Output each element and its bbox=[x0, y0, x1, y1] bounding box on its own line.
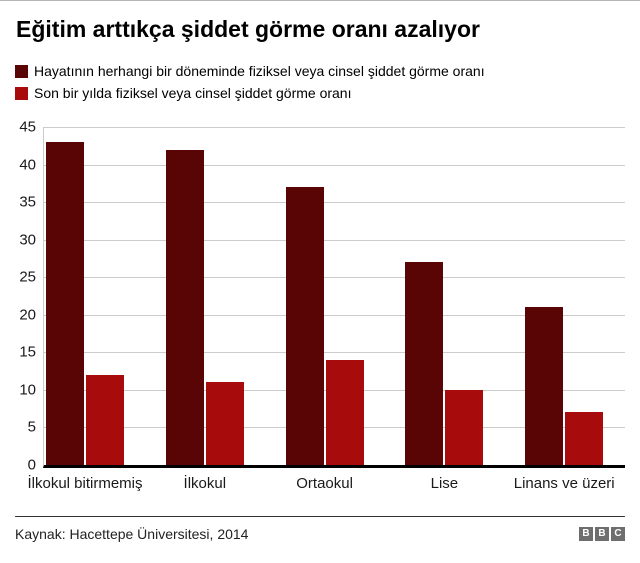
plot-area: İlkokul bitirmemiş İlkokul Ortaokul Lise Lin… bbox=[27, 127, 625, 492]
gridline bbox=[44, 314, 625, 316]
bar-chart: 0 5 10 15 20 25 30 35 40 45 İlkokul bitirmemiş İlk… bbox=[15, 120, 625, 492]
bbc-logo: B B C bbox=[579, 527, 625, 541]
x-axis-label: Ortaokul bbox=[296, 475, 353, 492]
y-tick-label: 5 bbox=[27, 418, 36, 436]
legend-swatch-red bbox=[15, 86, 28, 100]
bar-group bbox=[525, 307, 604, 465]
bar-lastyear bbox=[565, 412, 604, 465]
legend-label-lifetime: Hayatının herhangi bir döneminde fizikse… bbox=[34, 63, 485, 79]
bar-group bbox=[405, 262, 484, 465]
gridline bbox=[44, 239, 625, 241]
bar-lifetime bbox=[285, 187, 324, 465]
bar-group bbox=[46, 142, 124, 465]
bar-lastyear bbox=[325, 359, 364, 465]
bbc-logo-block-b1: B bbox=[579, 527, 593, 541]
y-tick-label: 30 bbox=[19, 231, 36, 249]
y-tick-label: 20 bbox=[19, 306, 36, 324]
bbc-logo-block-c: C bbox=[611, 527, 625, 541]
bar-lastyear bbox=[445, 389, 484, 465]
source-note: Kaynak: Hacettepe Üniversitesi, 2014 bbox=[15, 526, 249, 542]
bbc-logo-block-b2: B bbox=[595, 527, 609, 541]
footer: Kaynak: Hacettepe Üniversitesi, 2014 B B… bbox=[15, 516, 625, 542]
legend: Hayatının herhangi bir döneminde fizikse… bbox=[15, 60, 625, 104]
y-tick-label: 25 bbox=[19, 268, 36, 286]
y-tick-label: 10 bbox=[19, 381, 36, 399]
legend-label-lastyear: Son bir yılda fiziksel veya cinsel şidde… bbox=[34, 85, 352, 101]
gridline bbox=[44, 127, 625, 128]
x-axis-label: İlkokul bbox=[183, 475, 227, 492]
y-tick-label: 35 bbox=[19, 193, 36, 211]
bar-lifetime bbox=[405, 262, 444, 465]
bar-lastyear bbox=[86, 374, 124, 465]
legend-item-lastyear: Son bir yılda fiziksel veya cinsel şidde… bbox=[15, 82, 625, 104]
x-axis-label: İlkokul bitirmemiş bbox=[27, 475, 143, 492]
x-axis-label: Lise bbox=[430, 475, 459, 492]
gridline bbox=[44, 164, 625, 166]
gridline bbox=[44, 352, 625, 354]
bar-group bbox=[165, 149, 244, 465]
bar-lifetime bbox=[46, 142, 84, 465]
bar-group bbox=[285, 187, 364, 465]
bar-lifetime bbox=[165, 149, 204, 465]
gridline bbox=[44, 277, 625, 279]
legend-item-lifetime: Hayatının herhangi bir döneminde fizikse… bbox=[15, 60, 625, 82]
legend-swatch-dark-red bbox=[15, 64, 28, 78]
y-axis: 0 5 10 15 20 25 30 35 40 45 bbox=[15, 120, 43, 473]
y-tick-label: 0 bbox=[27, 456, 36, 474]
chart-title: Eğitim arttıkça şiddet görme oranı azalı… bbox=[16, 16, 480, 42]
y-tick-label: 45 bbox=[19, 118, 36, 136]
x-axis-label: Linans ve üzeri bbox=[513, 475, 615, 492]
bar-lastyear bbox=[205, 382, 244, 465]
y-tick-label: 15 bbox=[19, 343, 36, 361]
bar-lifetime bbox=[525, 307, 564, 465]
y-tick-label: 40 bbox=[19, 156, 36, 174]
gridline bbox=[44, 202, 625, 204]
